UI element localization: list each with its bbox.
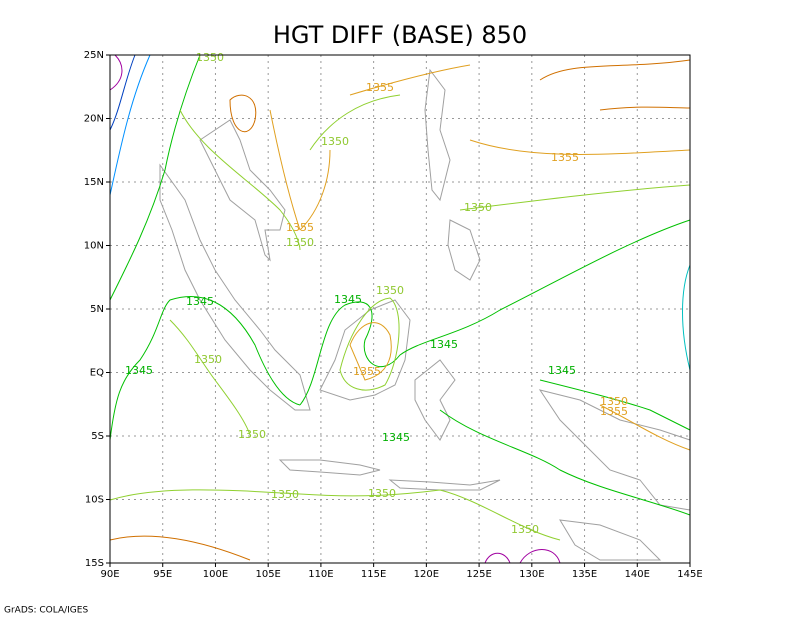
x-tick-label: 130E	[519, 569, 544, 580]
contour-label: 1350	[464, 201, 492, 214]
coastline	[159, 163, 311, 411]
coastline	[447, 219, 481, 281]
y-tick-label: 5N	[90, 304, 104, 315]
contour-label: 1355	[286, 221, 314, 234]
contours	[109, 54, 691, 564]
coastline	[199, 119, 286, 262]
contour-line	[539, 379, 691, 431]
coastlines	[159, 68, 691, 561]
x-tick-label: 140E	[625, 569, 650, 580]
contour-label: 1355	[353, 365, 381, 378]
y-tick-label: 25N	[84, 50, 104, 61]
coastline	[319, 299, 411, 401]
y-tick-label: EQ	[90, 368, 104, 379]
contour-label: 1350	[511, 523, 539, 536]
contour-label: 1350	[194, 353, 222, 366]
x-tick-label: 95E	[153, 569, 172, 580]
contour-label: 1345	[186, 295, 214, 308]
contour-line	[682, 264, 691, 371]
contour-label: 1355	[600, 405, 628, 418]
x-tick-label: 100E	[203, 569, 228, 580]
contour-line	[109, 54, 151, 196]
x-tick-label: 125E	[466, 569, 491, 580]
contour-label: 1345	[125, 364, 153, 377]
contour-label: 1345	[382, 431, 410, 444]
contour-line	[109, 54, 201, 301]
contour-label: 1350	[286, 236, 314, 249]
contour-line	[109, 54, 561, 564]
contour-label: 1350	[368, 487, 396, 500]
coastline	[538, 389, 691, 511]
contour-label: 1350	[321, 135, 349, 148]
contour-label: 1345	[334, 293, 362, 306]
contour-label: 1355	[551, 151, 579, 164]
plot-frame	[109, 54, 691, 564]
coastline	[414, 359, 456, 441]
contour-line	[109, 489, 561, 541]
contour-line	[349, 139, 691, 451]
x-tick-label: 135E	[572, 569, 597, 580]
contour-line	[109, 296, 301, 441]
y-tick-label: 15N	[84, 177, 104, 188]
contour-line	[439, 409, 691, 516]
y-tick-label: 10S	[85, 495, 104, 506]
contour-label: 1345	[430, 338, 458, 351]
y-tick-label: 5S	[91, 431, 104, 442]
y-tick-label: 10N	[84, 241, 104, 252]
coastline	[278, 459, 381, 476]
contour-label: 1345	[548, 364, 576, 377]
contour-line	[179, 94, 691, 251]
y-tick-label: 15S	[85, 558, 104, 569]
x-tick-label: 90E	[100, 569, 119, 580]
x-tick-label: 105E	[255, 569, 280, 580]
contour-line	[109, 54, 136, 131]
footer: GrADS: COLA/IGES	[4, 606, 88, 616]
contour-line	[109, 59, 691, 561]
x-tick-label: 115E	[361, 569, 386, 580]
coastline	[424, 68, 451, 202]
contour-line	[169, 319, 251, 436]
coastline	[559, 519, 662, 561]
coastline	[388, 479, 501, 491]
contour-line	[269, 64, 471, 231]
contour-label: 1350	[271, 488, 299, 501]
contour-label: 1350	[600, 395, 628, 408]
x-tick-label: 120E	[414, 569, 439, 580]
x-tick-label: 110E	[308, 569, 333, 580]
contour-line	[339, 297, 400, 391]
contour-label: 1350	[376, 284, 404, 297]
contour-label: 1350	[196, 51, 224, 64]
x-tick-label: 145E	[677, 569, 702, 580]
contour-label: 1350	[238, 428, 266, 441]
contour-label: 1355	[366, 81, 394, 94]
y-tick-label: 20N	[84, 114, 104, 125]
title: HGT DIFF (BASE) 850	[273, 21, 527, 49]
